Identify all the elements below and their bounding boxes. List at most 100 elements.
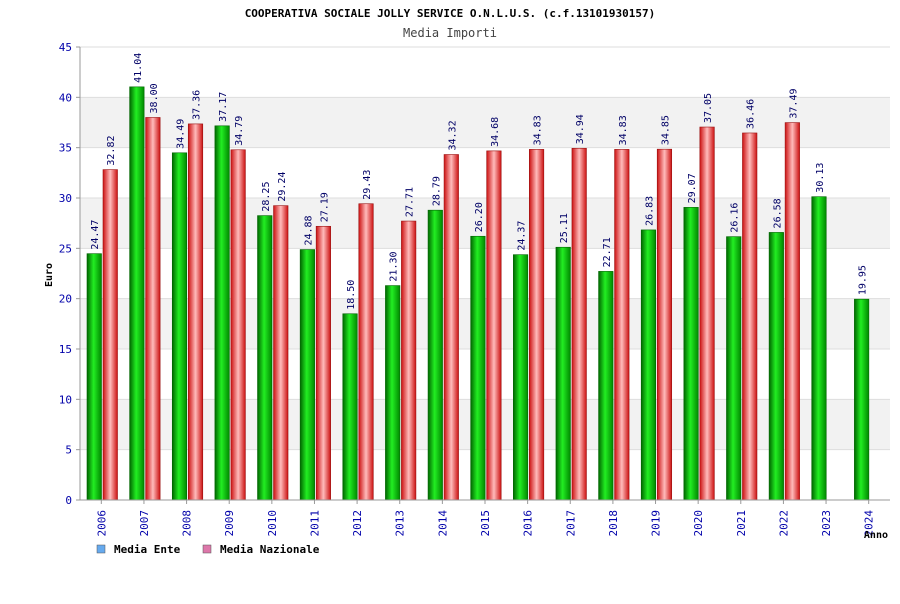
- bar-value-label: 28.79: [431, 176, 442, 206]
- bar-media-nazionale: [230, 149, 246, 501]
- bar-value-label: 24.47: [90, 220, 101, 250]
- x-tick-label: 2017: [564, 510, 577, 537]
- bar-value-label: 41.04: [133, 53, 144, 83]
- bar-media-ente: [299, 249, 315, 501]
- bar-media-nazionale: [443, 154, 459, 501]
- x-tick-label: 2018: [607, 510, 620, 537]
- y-axis-ticks: 0 5 10 15 20 25 30 35 40 45: [59, 41, 80, 507]
- x-tick-label: 2015: [479, 510, 492, 537]
- bar-value-label: 30.13: [815, 163, 826, 193]
- bar-value-label: 24.37: [517, 221, 528, 251]
- bar-media-ente: [470, 235, 486, 501]
- y-tick-label: 10: [59, 393, 72, 406]
- chart-subtitle: Media Importi: [403, 26, 497, 40]
- x-tick-label: 2022: [777, 510, 790, 537]
- bar-value-label: 34.49: [176, 119, 187, 149]
- x-axis-ticks: 2006 2007 2008 2009 2010 2011 2012 2013 2014 2015…: [95, 500, 876, 537]
- x-tick-label: 2013: [394, 510, 407, 537]
- bar-media-nazionale: [699, 126, 715, 501]
- y-tick-label: 45: [59, 41, 72, 54]
- bar-value-label: 37.49: [788, 88, 799, 118]
- bar-value-label: 34.32: [447, 120, 458, 150]
- x-tick-label: 2020: [692, 510, 705, 537]
- bar-media-ente: [86, 253, 102, 501]
- y-tick-label: 25: [59, 242, 72, 255]
- bar-media-ente: [513, 254, 529, 501]
- bar-media-ente: [427, 209, 443, 501]
- y-tick-label: 0: [65, 494, 72, 507]
- bar-value-label: 37.05: [703, 93, 714, 123]
- x-tick-label: 2007: [138, 510, 151, 537]
- bar-value-label: 27.71: [405, 187, 416, 217]
- x-tick-label: 2006: [95, 510, 108, 537]
- x-tick-label: 2023: [820, 510, 833, 537]
- bar-media-nazionale: [742, 132, 758, 501]
- bar-media-nazionale: [784, 122, 800, 501]
- x-tick-label: 2010: [266, 510, 279, 537]
- bar-media-ente: [171, 152, 188, 501]
- bar-value-label: 22.71: [602, 237, 613, 267]
- x-tick-label: 2011: [308, 510, 321, 537]
- x-axis-title: Anno: [864, 530, 888, 541]
- x-tick-label: 2009: [223, 510, 236, 537]
- y-tick-label: 15: [59, 343, 72, 356]
- legend-swatch-media-ente: [96, 544, 106, 554]
- legend-label-media-ente: Media Ente: [114, 543, 181, 556]
- bar-value-label: 34.83: [533, 115, 544, 145]
- legend-label-media-nazionale: Media Nazionale: [220, 543, 320, 556]
- bar-value-label: 18.50: [346, 280, 357, 310]
- bar-media-nazionale: [571, 147, 587, 501]
- bar-media-nazionale: [529, 149, 545, 501]
- bar-value-label: 26.83: [644, 196, 655, 226]
- y-tick-label: 5: [65, 444, 72, 457]
- bar-media-ente: [385, 285, 401, 501]
- bar-value-label: 26.58: [772, 198, 783, 228]
- bar-media-nazionale: [102, 169, 118, 501]
- chart-title: COOPERATIVA SOCIALE JOLLY SERVICE O.N.L.…: [245, 7, 656, 20]
- x-tick-label: 2024: [863, 510, 876, 537]
- bar-media-nazionale: [486, 150, 502, 501]
- bar-media-nazionale: [145, 117, 161, 501]
- x-tick-label: 2008: [181, 510, 194, 537]
- y-tick-label: 30: [59, 192, 72, 205]
- y-axis-title: Euro: [44, 263, 55, 287]
- bar-value-label: 34.68: [490, 117, 501, 147]
- bar-value-label: 28.25: [261, 182, 272, 212]
- bar-media-nazionale: [273, 205, 289, 501]
- bar-value-label: 34.79: [234, 116, 245, 146]
- legend-swatch-media-nazionale: [202, 544, 212, 554]
- bar-media-ente: [811, 196, 827, 501]
- x-tick-label: 2012: [351, 510, 364, 537]
- bar-media-ente: [555, 246, 571, 501]
- bar-value-label: 38.00: [149, 83, 160, 113]
- bar-media-nazionale: [315, 225, 331, 501]
- y-tick-label: 20: [59, 293, 72, 306]
- bar-value-label: 34.94: [575, 114, 586, 144]
- y-tick-label: 40: [59, 91, 72, 104]
- bar-value-label: 27.19: [319, 192, 330, 222]
- x-tick-label: 2021: [735, 510, 748, 537]
- bar-value-label: 25.11: [559, 213, 570, 243]
- bar-value-label: 37.17: [218, 92, 229, 122]
- bar-media-ente: [598, 271, 614, 501]
- bar-media-ente: [726, 236, 742, 501]
- bar-media-ente: [640, 229, 657, 501]
- bar-media-ente: [683, 207, 699, 501]
- bar-media-nazionale: [656, 148, 673, 501]
- bar-media-ente: [257, 215, 273, 501]
- bar-value-label: 19.95: [858, 265, 869, 295]
- x-tick-label: 2019: [650, 510, 663, 537]
- bar-value-label: 36.46: [746, 99, 757, 129]
- bar-value-label: 34.85: [660, 115, 671, 145]
- bar-media-ente: [854, 298, 870, 501]
- bar-value-label: 29.43: [362, 170, 373, 200]
- bar-value-label: 24.88: [303, 215, 314, 245]
- bar-value-label: 34.83: [618, 115, 629, 145]
- bar-media-nazionale: [187, 123, 204, 501]
- bar-media-nazionale: [614, 149, 630, 501]
- bar-value-label: 32.82: [106, 136, 117, 166]
- bar-value-label: 37.36: [192, 90, 203, 120]
- value-labels: 24.47 32.82 41.04 38.00 34.49 37.36 37.17 34.79…: [90, 53, 868, 310]
